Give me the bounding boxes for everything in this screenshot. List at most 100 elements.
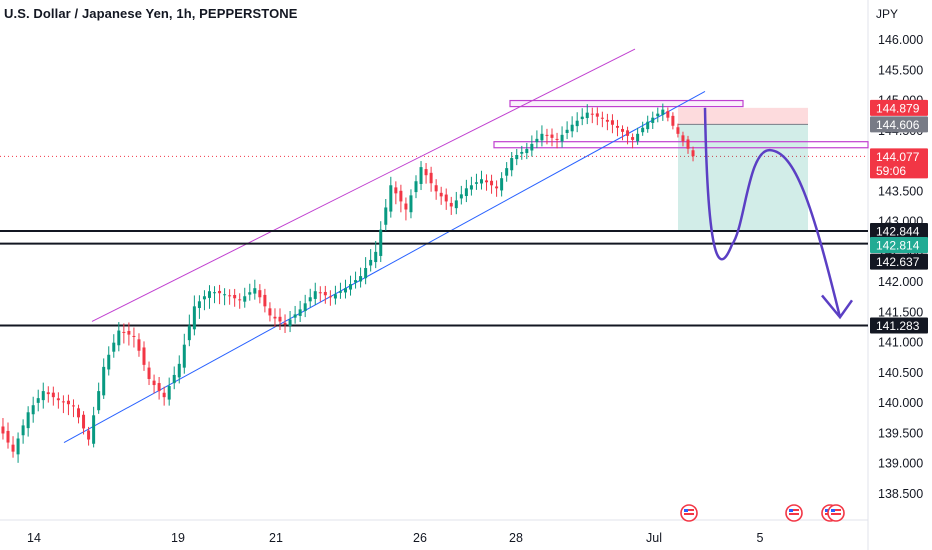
price-label-bg bbox=[870, 116, 928, 133]
candle-body bbox=[278, 316, 282, 322]
candle-body bbox=[313, 291, 317, 299]
x-tick-label: 19 bbox=[171, 531, 185, 545]
candle-body bbox=[51, 392, 55, 398]
candle-body bbox=[152, 380, 156, 386]
candle-body bbox=[595, 113, 599, 117]
candle-body bbox=[439, 192, 443, 197]
candle-body bbox=[82, 414, 86, 429]
candle-body bbox=[434, 185, 438, 192]
price-label-bg bbox=[870, 162, 928, 179]
candle-body bbox=[610, 120, 614, 125]
candle-body bbox=[469, 185, 473, 190]
candle-body bbox=[107, 354, 111, 370]
candle-body bbox=[646, 121, 650, 130]
candle-body bbox=[479, 179, 483, 184]
candle-body bbox=[202, 296, 206, 300]
chart-title: U.S. Dollar / Japanese Yen, 1h, PEPPERST… bbox=[4, 6, 298, 21]
candle-body bbox=[66, 400, 70, 405]
y-tick-label: 140.500 bbox=[878, 366, 923, 380]
flag-canton bbox=[789, 509, 793, 512]
candle-body bbox=[298, 309, 302, 316]
y-tick-label: 142.000 bbox=[878, 275, 923, 289]
candle-body bbox=[207, 291, 211, 298]
candle-body bbox=[233, 294, 237, 299]
candle-body bbox=[258, 290, 262, 298]
candle-body bbox=[228, 295, 232, 297]
candle-body bbox=[540, 133, 544, 141]
x-tick-label: 5 bbox=[757, 531, 764, 545]
candle-body bbox=[122, 331, 126, 333]
candle-body bbox=[600, 117, 604, 119]
candle-body bbox=[580, 116, 584, 120]
candle-body bbox=[323, 291, 327, 296]
candle-body bbox=[192, 306, 196, 330]
candle-body bbox=[605, 119, 609, 122]
candle-body bbox=[6, 430, 10, 443]
flag-canton bbox=[825, 509, 829, 512]
flag-stripe bbox=[684, 513, 694, 515]
candle-body bbox=[303, 303, 307, 312]
y-tick-label: 139.000 bbox=[878, 457, 923, 471]
x-tick-label: 28 bbox=[509, 531, 523, 545]
candle-body bbox=[505, 168, 509, 176]
candle-body bbox=[112, 342, 116, 352]
candle-body bbox=[308, 297, 312, 302]
price-label: 144.606 bbox=[876, 118, 920, 132]
candle-body bbox=[666, 111, 670, 118]
candle-body bbox=[157, 383, 161, 392]
candle-body bbox=[500, 178, 504, 191]
candle-body bbox=[525, 148, 529, 154]
candle-body bbox=[102, 366, 106, 396]
flag-stripe bbox=[831, 513, 841, 515]
candle-body bbox=[71, 405, 75, 407]
candle-body bbox=[46, 392, 50, 395]
candle-body bbox=[681, 135, 685, 142]
price-label-bg bbox=[870, 237, 928, 254]
price-label: 141.283 bbox=[876, 319, 920, 333]
candle-body bbox=[36, 398, 40, 403]
candle-body bbox=[490, 180, 494, 186]
candle-body bbox=[218, 290, 222, 294]
candle-body bbox=[26, 412, 30, 429]
candle-body bbox=[656, 113, 660, 117]
price-label: 144.077 bbox=[876, 150, 920, 164]
flag-stripe bbox=[684, 509, 694, 511]
candle-body bbox=[615, 125, 619, 128]
candle-body bbox=[530, 143, 534, 151]
candle-body bbox=[575, 120, 579, 127]
candle-body bbox=[389, 185, 393, 212]
currency-label[interactable]: JPY bbox=[876, 7, 899, 21]
y-tick-label: 140.000 bbox=[878, 396, 923, 410]
candle-body bbox=[263, 294, 267, 307]
candle-body bbox=[21, 425, 25, 436]
candle-body bbox=[379, 229, 383, 256]
y-tick-label: 146.000 bbox=[878, 33, 923, 47]
candle-body bbox=[92, 415, 96, 444]
candle-body bbox=[364, 268, 368, 279]
candle-body bbox=[636, 133, 640, 142]
candle-body bbox=[404, 203, 408, 210]
candle-body bbox=[535, 138, 539, 143]
resistance-box bbox=[509, 99, 744, 108]
y-tick-label: 143.500 bbox=[878, 184, 923, 198]
candle-body bbox=[555, 138, 559, 140]
candle-body bbox=[515, 155, 519, 160]
candle-body bbox=[661, 109, 665, 115]
candle-body bbox=[162, 392, 166, 398]
projection-arrowhead bbox=[821, 294, 854, 320]
candle-body bbox=[223, 294, 227, 296]
candle-body bbox=[87, 430, 91, 440]
candle-body bbox=[495, 186, 499, 189]
candle-body bbox=[328, 296, 332, 298]
candle-body bbox=[197, 301, 201, 309]
candle-body bbox=[187, 325, 191, 341]
candle-body bbox=[243, 296, 247, 302]
candle-body bbox=[61, 401, 65, 403]
candle-body bbox=[293, 314, 297, 318]
candle-body bbox=[127, 330, 131, 335]
price-label: 59:06 bbox=[876, 164, 906, 178]
candle-body bbox=[550, 134, 554, 138]
y-tick-label: 138.500 bbox=[878, 487, 923, 501]
x-tick-label: 26 bbox=[413, 531, 427, 545]
